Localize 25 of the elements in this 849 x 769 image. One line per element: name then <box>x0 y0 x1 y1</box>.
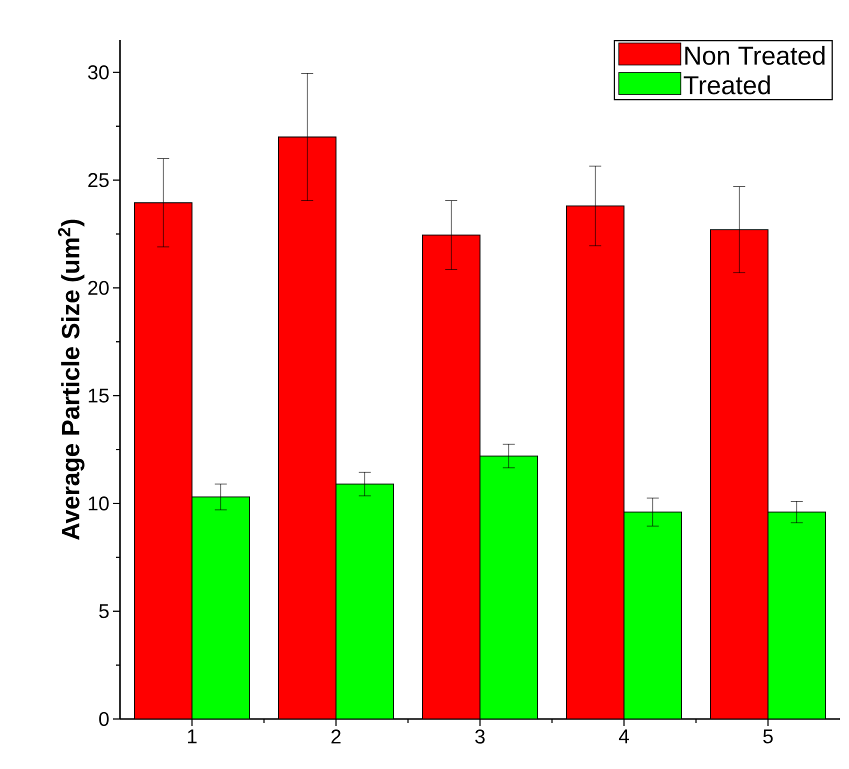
x-tick-label: 2 <box>331 730 341 744</box>
bar <box>566 206 624 719</box>
y-tick-label: 10 <box>88 496 109 510</box>
x-tick-label: 5 <box>763 730 773 744</box>
y-tick-label: 0 <box>99 712 109 726</box>
bar <box>192 496 250 719</box>
bar <box>336 484 394 719</box>
y-tick-label: 15 <box>88 388 109 403</box>
bar <box>278 136 336 719</box>
y-tick-label: 5 <box>99 604 109 618</box>
bar <box>768 512 826 719</box>
bar <box>710 229 768 719</box>
x-tick-label: 3 <box>475 730 485 744</box>
x-tick-label: 4 <box>618 730 629 744</box>
y-axis-title: Average Particle Size (um$^{2}$) <box>58 220 84 540</box>
y-tick-label: 30 <box>88 65 109 80</box>
bar <box>624 512 682 719</box>
bar <box>480 456 538 719</box>
bar <box>134 202 192 719</box>
y-tick-label: 20 <box>88 280 109 295</box>
legend-label: Non Treated <box>685 46 825 65</box>
bar <box>422 234 480 719</box>
x-tick-label: 1 <box>188 730 197 744</box>
y-tick-label: 25 <box>88 173 109 188</box>
legend-label: Treated <box>684 75 770 94</box>
